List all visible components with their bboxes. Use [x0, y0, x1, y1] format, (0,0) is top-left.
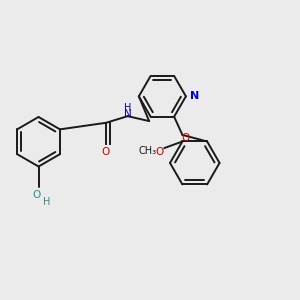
Text: N: N — [124, 110, 132, 119]
Text: O: O — [32, 190, 40, 200]
Text: O: O — [101, 147, 110, 157]
Text: O: O — [155, 147, 164, 157]
Text: O: O — [182, 133, 190, 143]
Text: CH₃: CH₃ — [139, 146, 157, 156]
Text: H: H — [124, 103, 131, 113]
Text: H: H — [43, 197, 50, 207]
Text: N: N — [190, 91, 199, 101]
